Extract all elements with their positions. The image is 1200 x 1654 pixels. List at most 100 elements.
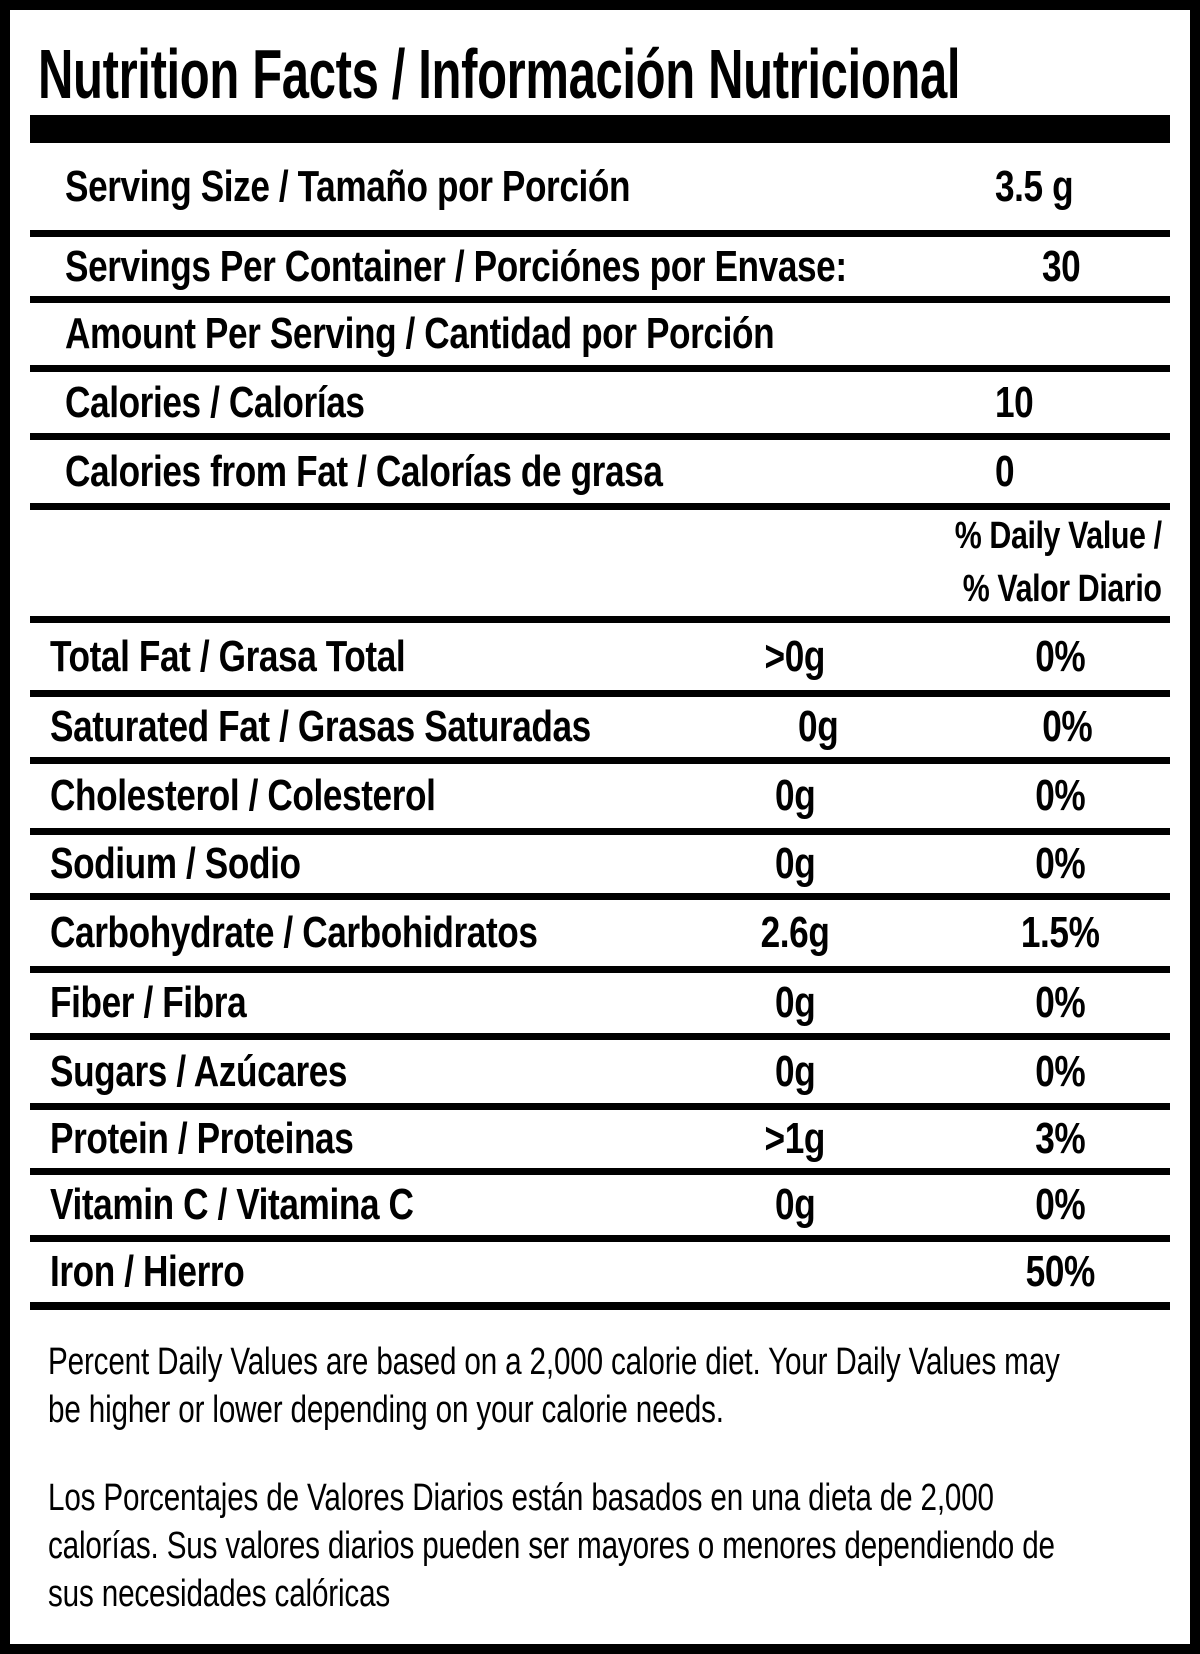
total-fat-amount: >0g (764, 631, 826, 681)
serving-size-value: 3.5 g (995, 161, 1074, 211)
amount-per-serving-row: Amount Per Serving / Cantidad por Porció… (30, 303, 1170, 372)
sugars-label-cell: Sugars / Azúcares (30, 1046, 695, 1096)
sodium-percent-cell: 0% (960, 842, 1160, 886)
saturated-fat-amount: 0g (798, 702, 839, 751)
iron-percent-cell: 50% (960, 1250, 1160, 1294)
carbohydrate-percent: 1.5% (1020, 908, 1100, 957)
footnote-english-line1-row: Percent Daily Values are based on a 2,00… (48, 1338, 1170, 1386)
calories-from-fat-row: Calories from Fat / Calorías de grasa 0 (30, 440, 1170, 510)
vitamin-c-percent-cell: 0% (960, 1183, 1160, 1227)
serving-size-label-cell: Serving Size / Tamaño por Porción (30, 161, 995, 211)
calories-label-cell: Calories / Calorías (30, 377, 995, 427)
footnote-spanish-line2-row: calorías. Sus valores diarios pueden ser… (48, 1522, 1170, 1570)
daily-value-header-line2: % Valor Diario (963, 568, 1162, 610)
protein-percent-cell: 3% (960, 1117, 1160, 1161)
footnote-spanish-line1-row: Los Porcentajes de Valores Diarios están… (48, 1474, 1170, 1522)
vitamin-c-row: Vitamin C / Vitamina C 0g 0% (30, 1175, 1170, 1242)
cholesterol-row: Cholesterol / Colesterol 0g 0% (30, 764, 1170, 835)
carbohydrate-label-cell: Carbohydrate / Carbohidratos (30, 911, 695, 955)
servings-per-container-value-cell: 30 (1042, 241, 1160, 291)
carbohydrate-row: Carbohydrate / Carbohidratos 2.6g 1.5% (30, 900, 1170, 973)
calories-from-fat-value: 0 (995, 446, 1015, 496)
sodium-percent: 0% (1034, 839, 1086, 888)
saturated-fat-label-cell: Saturated Fat / Grasas Saturadas (30, 705, 726, 749)
calories-from-fat-label-cell: Calories from Fat / Calorías de grasa (30, 446, 995, 496)
iron-label: Iron / Hierro (50, 1247, 245, 1296)
fiber-label: Fiber / Fibra (50, 978, 247, 1027)
total-fat-percent: 0% (1034, 631, 1086, 681)
amount-per-serving-label: Amount Per Serving / Cantidad por Porció… (65, 309, 775, 358)
label-title-text: Nutrition Facts / Información Nutriciona… (38, 35, 961, 113)
sugars-amount-cell: 0g (695, 1049, 895, 1094)
footnote-spanish-line2: calorías. Sus valores diarios pueden ser… (48, 1525, 1055, 1567)
total-fat-row: Total Fat / Grasa Total >0g 0% (30, 623, 1170, 697)
footnote-english-line2-row: be higher or lower depending on your cal… (48, 1386, 1170, 1434)
amount-per-serving-value-cell (995, 312, 1160, 356)
total-fat-label: Total Fat / Grasa Total (50, 631, 406, 681)
footnote-english-line1: Percent Daily Values are based on a 2,00… (48, 1341, 1060, 1383)
serving-size-label: Serving Size / Tamaño por Porción (65, 161, 631, 211)
sodium-amount: 0g (774, 839, 816, 888)
cholesterol-amount: 0g (774, 771, 816, 820)
protein-amount-cell: >1g (695, 1117, 895, 1161)
carbohydrate-amount: 2.6g (760, 908, 830, 957)
sugars-row: Sugars / Azúcares 0g 0% (30, 1040, 1170, 1110)
saturated-fat-percent: 0% (1042, 702, 1093, 751)
fiber-percent: 0% (1034, 978, 1086, 1027)
fiber-amount-cell: 0g (695, 981, 895, 1025)
vitamin-c-amount: 0g (774, 1180, 816, 1229)
sodium-row: Sodium / Sodio 0g 0% (30, 835, 1170, 900)
footnote-spanish-line3: sus necesidades calóricas (48, 1573, 391, 1615)
total-fat-amount-cell: >0g (695, 631, 895, 681)
cholesterol-label: Cholesterol / Colesterol (50, 771, 436, 820)
servings-per-container-label-cell: Servings Per Container / Porciónes por E… (30, 241, 1042, 291)
amount-per-serving-label-cell: Amount Per Serving / Cantidad por Porció… (30, 312, 995, 356)
protein-label: Protein / Proteinas (50, 1114, 354, 1163)
label-title: Nutrition Facts / Información Nutriciona… (38, 38, 1190, 110)
fiber-percent-cell: 0% (960, 981, 1160, 1025)
protein-row: Protein / Proteinas >1g 3% (30, 1110, 1170, 1175)
fiber-label-cell: Fiber / Fibra (30, 981, 695, 1025)
serving-size-row: Serving Size / Tamaño por Porción 3.5 g (30, 143, 1170, 237)
sugars-label: Sugars / Azúcares (50, 1046, 348, 1096)
servings-per-container-label: Servings Per Container / Porciónes por E… (65, 241, 847, 291)
vitamin-c-amount-cell: 0g (695, 1183, 895, 1227)
calories-label: Calories / Calorías (65, 377, 365, 427)
serving-size-value-cell: 3.5 g (995, 161, 1160, 211)
sugars-percent: 0% (1034, 1046, 1086, 1096)
sodium-label-cell: Sodium / Sodio (30, 842, 695, 886)
iron-row: Iron / Hierro 50% (30, 1242, 1170, 1310)
servings-per-container-value: 30 (1042, 241, 1081, 291)
daily-value-header: % Daily Value / % Valor Diario (30, 510, 1170, 623)
title-divider-bar (30, 115, 1170, 143)
saturated-fat-row: Saturated Fat / Grasas Saturadas 0g 0% (30, 697, 1170, 764)
servings-per-container-row: Servings Per Container / Porciónes por E… (30, 237, 1170, 303)
calories-value: 10 (995, 377, 1034, 427)
carbohydrate-label: Carbohydrate / Carbohidratos (50, 908, 538, 957)
footnote-english-line2: be higher or lower depending on your cal… (48, 1389, 724, 1431)
saturated-fat-label: Saturated Fat / Grasas Saturadas (50, 702, 591, 751)
vitamin-c-label-cell: Vitamin C / Vitamina C (30, 1183, 695, 1227)
fiber-row: Fiber / Fibra 0g 0% (30, 973, 1170, 1040)
iron-amount-cell (695, 1250, 895, 1294)
total-fat-label-cell: Total Fat / Grasa Total (30, 631, 695, 681)
total-fat-percent-cell: 0% (960, 631, 1160, 681)
protein-amount: >1g (764, 1114, 826, 1163)
calories-from-fat-value-cell: 0 (995, 446, 1160, 496)
label-body: Serving Size / Tamaño por Porción 3.5 g … (30, 115, 1170, 1618)
calories-row: Calories / Calorías 10 (30, 372, 1170, 440)
vitamin-c-percent: 0% (1034, 1180, 1086, 1229)
vitamin-c-label: Vitamin C / Vitamina C (50, 1180, 414, 1229)
protein-label-cell: Protein / Proteinas (30, 1117, 695, 1161)
calories-from-fat-label: Calories from Fat / Calorías de grasa (65, 446, 663, 496)
protein-percent: 3% (1034, 1114, 1086, 1163)
cholesterol-label-cell: Cholesterol / Colesterol (30, 774, 695, 818)
footnote-spanish-line3-row: sus necesidades calóricas (48, 1570, 1170, 1618)
iron-percent: 50% (1025, 1247, 1095, 1296)
footnote-spanish-line1: Los Porcentajes de Valores Diarios están… (48, 1477, 994, 1519)
saturated-fat-amount-cell: 0g (726, 705, 910, 749)
cholesterol-amount-cell: 0g (695, 774, 895, 818)
saturated-fat-percent-cell: 0% (976, 705, 1160, 749)
carbohydrate-percent-cell: 1.5% (960, 911, 1160, 955)
